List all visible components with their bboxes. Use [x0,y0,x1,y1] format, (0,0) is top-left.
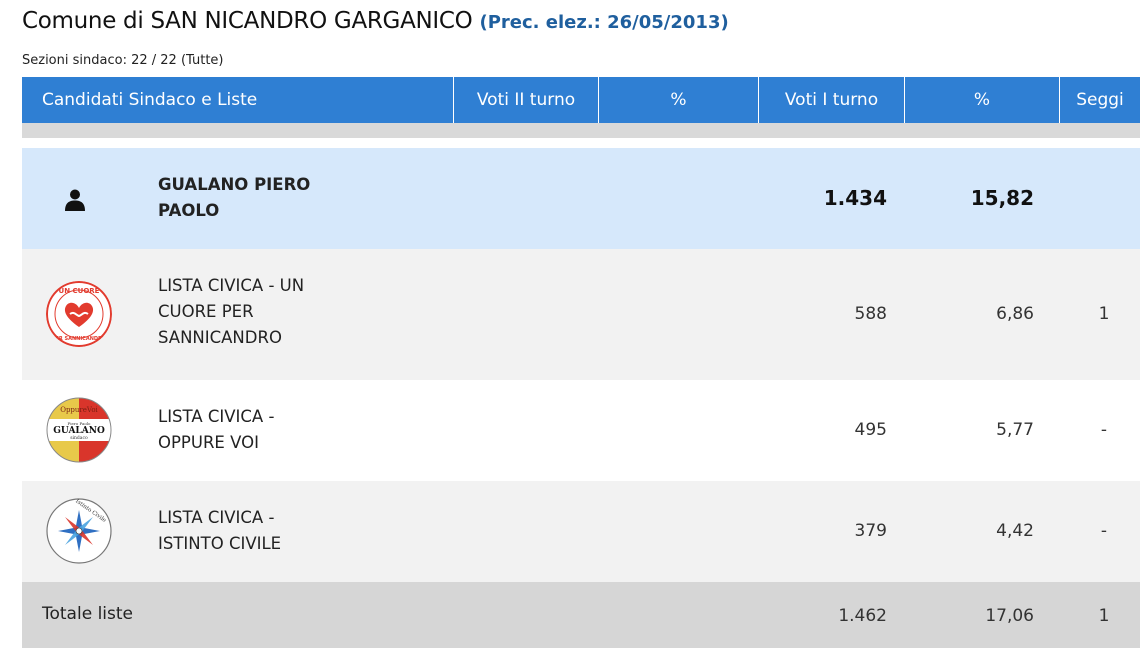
oppure-voi-logo-icon: OppureVoi Piero Paolo GUALANO sindaco [46,397,112,463]
list-name: LISTA CIVICA - ISTINTO CIVILE [158,508,282,553]
logo-text-top: UN CUORE [59,287,100,295]
total-row: Totale liste 1.462 17,06 1 [22,582,1140,648]
header-divider [22,123,1140,138]
comune-name: Comune di SAN NICANDRO GARGANICO [22,8,473,34]
table-header: Candidati Sindaco e Liste Voti II turno … [22,77,1140,123]
list-votes-round1: 379 [854,521,887,541]
total-pct-round1: 17,06 [985,606,1034,626]
candidate-row: GUALANO PIERO PAOLO 1.434 15,82 [22,148,1140,249]
logo-text-sub: sindaco [70,435,88,441]
list-seats: - [1100,420,1108,440]
list-row: Istinto Civile LISTA CIVICA - ISTINTO CI… [22,481,1140,582]
total-label: Totale liste [42,604,133,624]
candidate-pct-round1: 15,82 [970,186,1034,210]
list-votes-round1: 495 [854,420,887,440]
col-votes-round2-header: Voti II turno [453,77,598,123]
list-seats: - [1100,521,1108,541]
list-row: UN CUORE PER SANNICANDRO LISTA CIVICA - … [22,249,1140,380]
list-votes-round1: 588 [854,304,887,324]
logo-text-small: Piero Paolo [68,421,92,426]
total-votes-round1: 1.462 [838,606,887,626]
list-pct-round1: 6,86 [996,304,1034,324]
istinto-civile-logo-icon: Istinto Civile [46,498,112,564]
logo-text-bottom: PER SANNICANDRO [52,336,106,342]
logo-text-top: OppureVoi [60,406,98,414]
un-cuore-logo-icon: UN CUORE PER SANNICANDRO [46,281,112,347]
col-pct-round2-header: % [598,77,758,123]
col-seats-header: Seggi [1059,77,1140,123]
list-name: LISTA CIVICA - OPPURE VOI [158,407,275,452]
previous-elections-link[interactable]: (Prec. elez.: 26/05/2013) [479,12,729,33]
list-pct-round1: 5,77 [996,420,1034,440]
candidate-name: GUALANO PIERO PAOLO [158,175,311,220]
list-row: OppureVoi Piero Paolo GUALANO sindaco LI… [22,380,1140,481]
col-pct-round1-header: % [904,77,1059,123]
list-name: LISTA CIVICA - UN CUORE PER SANNICANDRO [158,276,305,347]
candidate-votes-round1: 1.434 [823,186,887,210]
logo-text-main: GUALANO [53,426,105,436]
list-seats: 1 [1098,304,1110,324]
list-pct-round1: 4,42 [996,521,1034,541]
col-candidates-header: Candidati Sindaco e Liste [42,90,258,110]
page-title: Comune di SAN NICANDRO GARGANICO (Prec. … [22,8,729,34]
col-votes-round1-header: Voti I turno [758,77,904,123]
total-seats: 1 [1098,606,1110,626]
person-icon [65,189,85,211]
sections-count: Sezioni sindaco: 22 / 22 (Tutte) [22,53,224,68]
